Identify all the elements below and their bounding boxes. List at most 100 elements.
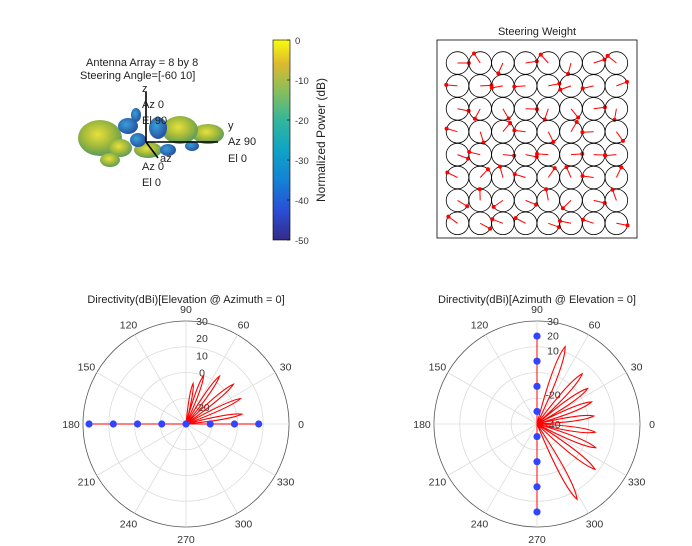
polar-radial-label: 10 bbox=[547, 345, 559, 357]
steering-weight-point bbox=[508, 120, 513, 125]
steering-weight-point bbox=[488, 226, 493, 231]
polar-azimuth-title: Directivity(dBi)[Azimuth @ Elevation = 0… bbox=[438, 294, 636, 306]
array-element-marker bbox=[533, 458, 541, 466]
polar-angle-label: 330 bbox=[628, 477, 646, 489]
polar-angle-label: 180 bbox=[62, 419, 80, 431]
steering-weight-point bbox=[444, 126, 449, 131]
polar-spoke bbox=[536, 423, 627, 476]
polar-angle-label: 120 bbox=[471, 319, 489, 331]
pattern-3d-panel: Antenna Array = 8 by 8 Steering Angle=[-… bbox=[78, 57, 256, 189]
steering-weight-panel: Steering Weight bbox=[436, 26, 638, 239]
array-element-marker bbox=[533, 332, 541, 340]
array-element-marker bbox=[206, 420, 214, 428]
polar-radial-label: 10 bbox=[196, 350, 208, 362]
steering-weight-point bbox=[472, 116, 477, 121]
polar-angle-label: 0 bbox=[298, 419, 304, 431]
array-element-marker bbox=[533, 357, 541, 365]
steering-weight-point bbox=[485, 167, 490, 172]
steering-weight-point bbox=[506, 116, 511, 121]
array-element-marker bbox=[533, 382, 541, 390]
polar-angle-label: 30 bbox=[280, 362, 292, 374]
polar-spoke bbox=[96, 372, 187, 425]
polar-angle-label: 240 bbox=[471, 519, 489, 531]
array-element-marker bbox=[533, 432, 541, 441]
steering-weight-point bbox=[564, 165, 569, 170]
array-element-marker bbox=[533, 508, 541, 516]
steering-weight-point bbox=[472, 51, 477, 56]
steering-weight-point bbox=[491, 204, 496, 209]
steering-weight-point bbox=[558, 87, 563, 92]
polar-angle-label: 210 bbox=[429, 477, 447, 489]
array-element-marker bbox=[158, 420, 166, 428]
polar-angle-label: 60 bbox=[589, 319, 601, 331]
polar-spoke bbox=[447, 423, 538, 476]
steering-weight-point bbox=[467, 150, 472, 155]
colorbar-tick-label: -20 bbox=[295, 116, 309, 127]
z-axis-label: z bbox=[142, 83, 148, 95]
steering-weight-point bbox=[603, 153, 608, 158]
polar-angle-label: 300 bbox=[235, 519, 253, 531]
steering-weight-point bbox=[490, 217, 495, 222]
steering-weight-point bbox=[580, 130, 585, 135]
polar-angle-label: 60 bbox=[238, 319, 250, 331]
colorbar-gradient bbox=[272, 39, 291, 241]
y-axis-az-label: Az 90 bbox=[228, 136, 256, 148]
polar-angle-label: 210 bbox=[78, 477, 96, 489]
pattern-3d-axes bbox=[145, 92, 218, 159]
colorbar-tick-label: 0 bbox=[295, 36, 300, 47]
array-element-marker bbox=[133, 420, 142, 428]
polar-angle-label: 180 bbox=[413, 419, 431, 431]
steering-weight-point bbox=[513, 216, 518, 221]
polar-angle-label: 270 bbox=[177, 534, 195, 546]
steering-weight-point bbox=[544, 187, 549, 192]
steering-weight-point bbox=[605, 53, 610, 58]
colorbar: 0 -10 -20 -30 -40 -50 Normalized Power (dB) bbox=[272, 36, 328, 247]
steering-weight-point bbox=[444, 82, 449, 87]
colorbar-ticks: 0 -10 -20 -30 -40 -50 bbox=[287, 36, 309, 247]
steering-weight-point bbox=[477, 187, 482, 192]
array-info-line-2: Steering Angle=[-60 10] bbox=[80, 70, 195, 82]
polar-spoke bbox=[447, 372, 538, 425]
polar-angle-label: 30 bbox=[631, 362, 643, 374]
steering-weight-point bbox=[619, 165, 624, 170]
polar-elevation-chart: Directivity(dBi)[Elevation @ Azimuth = 0… bbox=[62, 294, 304, 546]
x-axis-label: az bbox=[160, 153, 172, 165]
polar-spoke bbox=[485, 423, 538, 514]
steering-weight-point bbox=[624, 79, 629, 84]
steering-weight-point bbox=[552, 166, 557, 171]
polar-spoke bbox=[134, 334, 187, 425]
steering-weight-point bbox=[535, 151, 540, 156]
array-element-marker bbox=[230, 420, 239, 428]
array-element-marker bbox=[182, 420, 190, 428]
polar-radial-label: 20 bbox=[547, 331, 559, 343]
x-axis-el-label: El 0 bbox=[142, 177, 161, 189]
polar-radial-label: 20 bbox=[196, 333, 208, 345]
steering-weight-title: Steering Weight bbox=[498, 26, 576, 38]
polar-angle-label: 120 bbox=[120, 319, 138, 331]
polar-elevation-title: Directivity(dBi)[Elevation @ Azimuth = 0… bbox=[87, 294, 284, 306]
polar-angle-label: 150 bbox=[429, 362, 447, 374]
polar-radial-label: 0 bbox=[199, 368, 205, 380]
polar-spoke bbox=[536, 423, 589, 514]
polar-pattern-lobes bbox=[185, 373, 244, 425]
polar-spoke bbox=[185, 423, 276, 476]
steering-weight-point bbox=[580, 173, 585, 178]
polar-spoke bbox=[536, 334, 589, 425]
z-axis-az-label: Az 0 bbox=[142, 99, 164, 111]
polar-angle-label: 270 bbox=[528, 534, 546, 546]
steering-weight-point bbox=[446, 214, 451, 219]
steering-weight-point bbox=[498, 164, 503, 169]
steering-weight-point bbox=[496, 71, 501, 76]
colorbar-tick-label: -40 bbox=[295, 196, 309, 207]
array-info-line-1: Antenna Array = 8 by 8 bbox=[86, 57, 198, 69]
array-element-marker bbox=[533, 483, 541, 491]
steering-weight-point bbox=[580, 86, 585, 91]
steering-weight-point bbox=[560, 206, 565, 211]
steering-weight-point bbox=[538, 52, 543, 57]
polar-angle-label: 90 bbox=[531, 304, 543, 316]
y-axis-el-label: El 0 bbox=[228, 153, 247, 165]
colorbar-label: Normalized Power (dB) bbox=[314, 78, 328, 202]
z-axis-el-label: El 90 bbox=[142, 115, 167, 127]
steering-weight-point bbox=[445, 170, 450, 175]
steering-weight-point bbox=[620, 138, 625, 143]
